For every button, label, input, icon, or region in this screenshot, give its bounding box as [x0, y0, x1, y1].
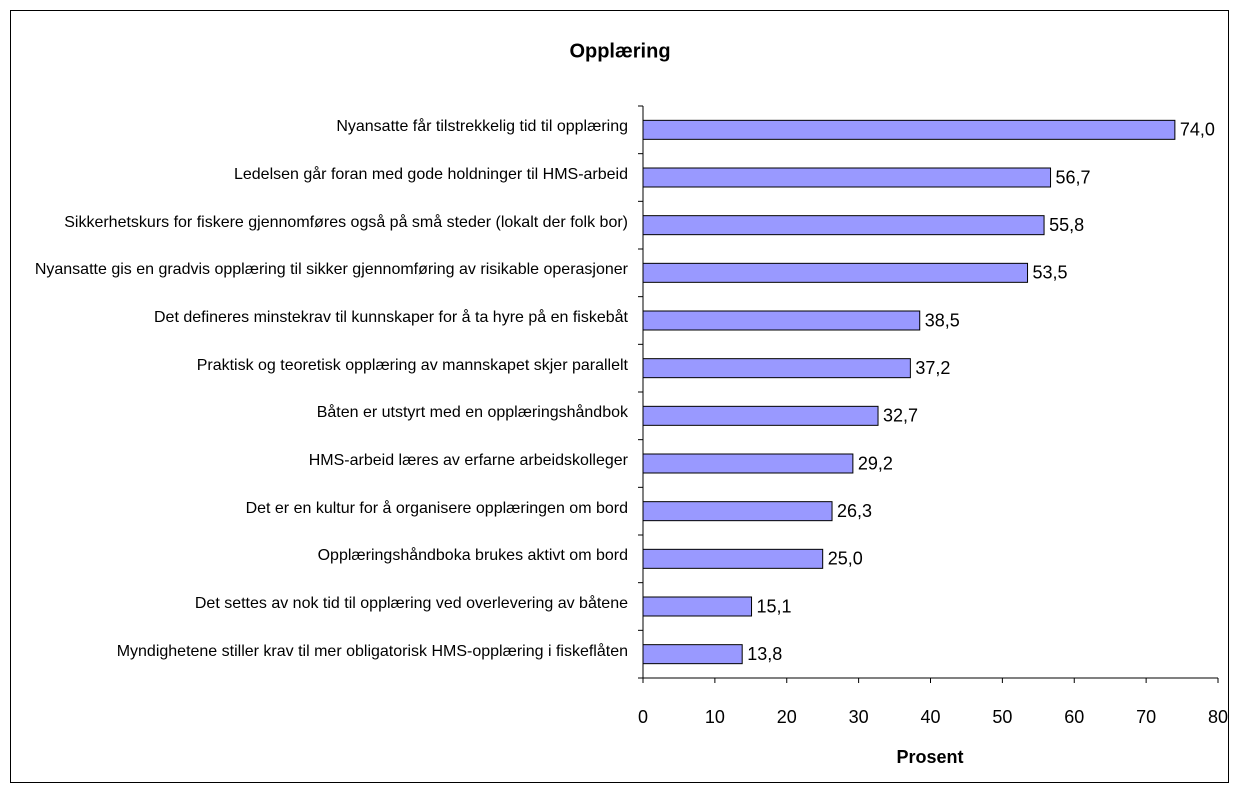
x-tick-label: 50 [992, 707, 1012, 727]
x-tick-label: 30 [849, 707, 869, 727]
bar [642, 358, 911, 379]
x-tick-label: 80 [1208, 707, 1228, 727]
value-label: 13,8 [747, 644, 782, 664]
bar [642, 405, 879, 426]
chart-title: Opplæring [569, 40, 670, 62]
value-label: 32,7 [883, 406, 918, 426]
value-label: 53,5 [1033, 263, 1068, 283]
bar [642, 262, 1029, 283]
value-label: 15,1 [757, 596, 792, 616]
y-tick-label: Nyansatte gis en gradvis opplæring til s… [34, 261, 628, 279]
y-tick-label: Det defineres minstekrav til kunnskaper … [153, 309, 628, 326]
value-label: 25,0 [828, 549, 863, 569]
bar [642, 644, 743, 665]
bar [642, 548, 824, 569]
y-tick-label: Ledelsen går foran med gode holdninger t… [233, 166, 628, 183]
bar [642, 501, 833, 522]
bar [642, 453, 854, 474]
y-tick-label: Myndighetene stiller krav til mer obliga… [116, 642, 628, 660]
value-label: 37,2 [915, 358, 950, 378]
x-tick-label: 20 [777, 707, 797, 727]
value-label: 56,7 [1056, 167, 1091, 187]
value-label: 38,5 [925, 310, 960, 330]
x-axis-title: Prosent [896, 747, 963, 767]
y-tick-label: Båten er utstyrt med en opplæringshåndbo… [316, 404, 628, 422]
y-tick-label: HMS-arbeid læres av erfarne arbeidskolle… [308, 452, 628, 469]
value-label: 55,8 [1049, 215, 1084, 235]
y-tick-label: Det settes av nok tid til opplæring ved … [194, 595, 628, 612]
y-tick-label: Det er en kultur for å organisere opplær… [245, 499, 628, 517]
value-label: 26,3 [837, 501, 872, 521]
y-tick-label: Praktisk og teoretisk opplæring av manns… [196, 356, 628, 374]
x-tick-label: 40 [920, 707, 940, 727]
value-label: 74,0 [1180, 120, 1215, 140]
y-tick-label: Nyansatte får tilstrekkelig tid til oppl… [336, 118, 628, 136]
bar [642, 215, 1045, 236]
x-tick-label: 10 [705, 707, 725, 727]
bar [642, 119, 1176, 140]
x-tick-label: 0 [638, 707, 648, 727]
y-tick-label: Opplæringshåndboka brukes aktivt om bord [317, 547, 628, 565]
value-label: 29,2 [858, 453, 893, 473]
bar [642, 596, 753, 617]
x-tick-label: 70 [1136, 707, 1156, 727]
bar [642, 167, 1052, 188]
bar [642, 310, 921, 331]
y-tick-label: Sikkerhetskurs for fiskere gjennomføres … [64, 213, 628, 231]
x-tick-label: 60 [1064, 707, 1084, 727]
